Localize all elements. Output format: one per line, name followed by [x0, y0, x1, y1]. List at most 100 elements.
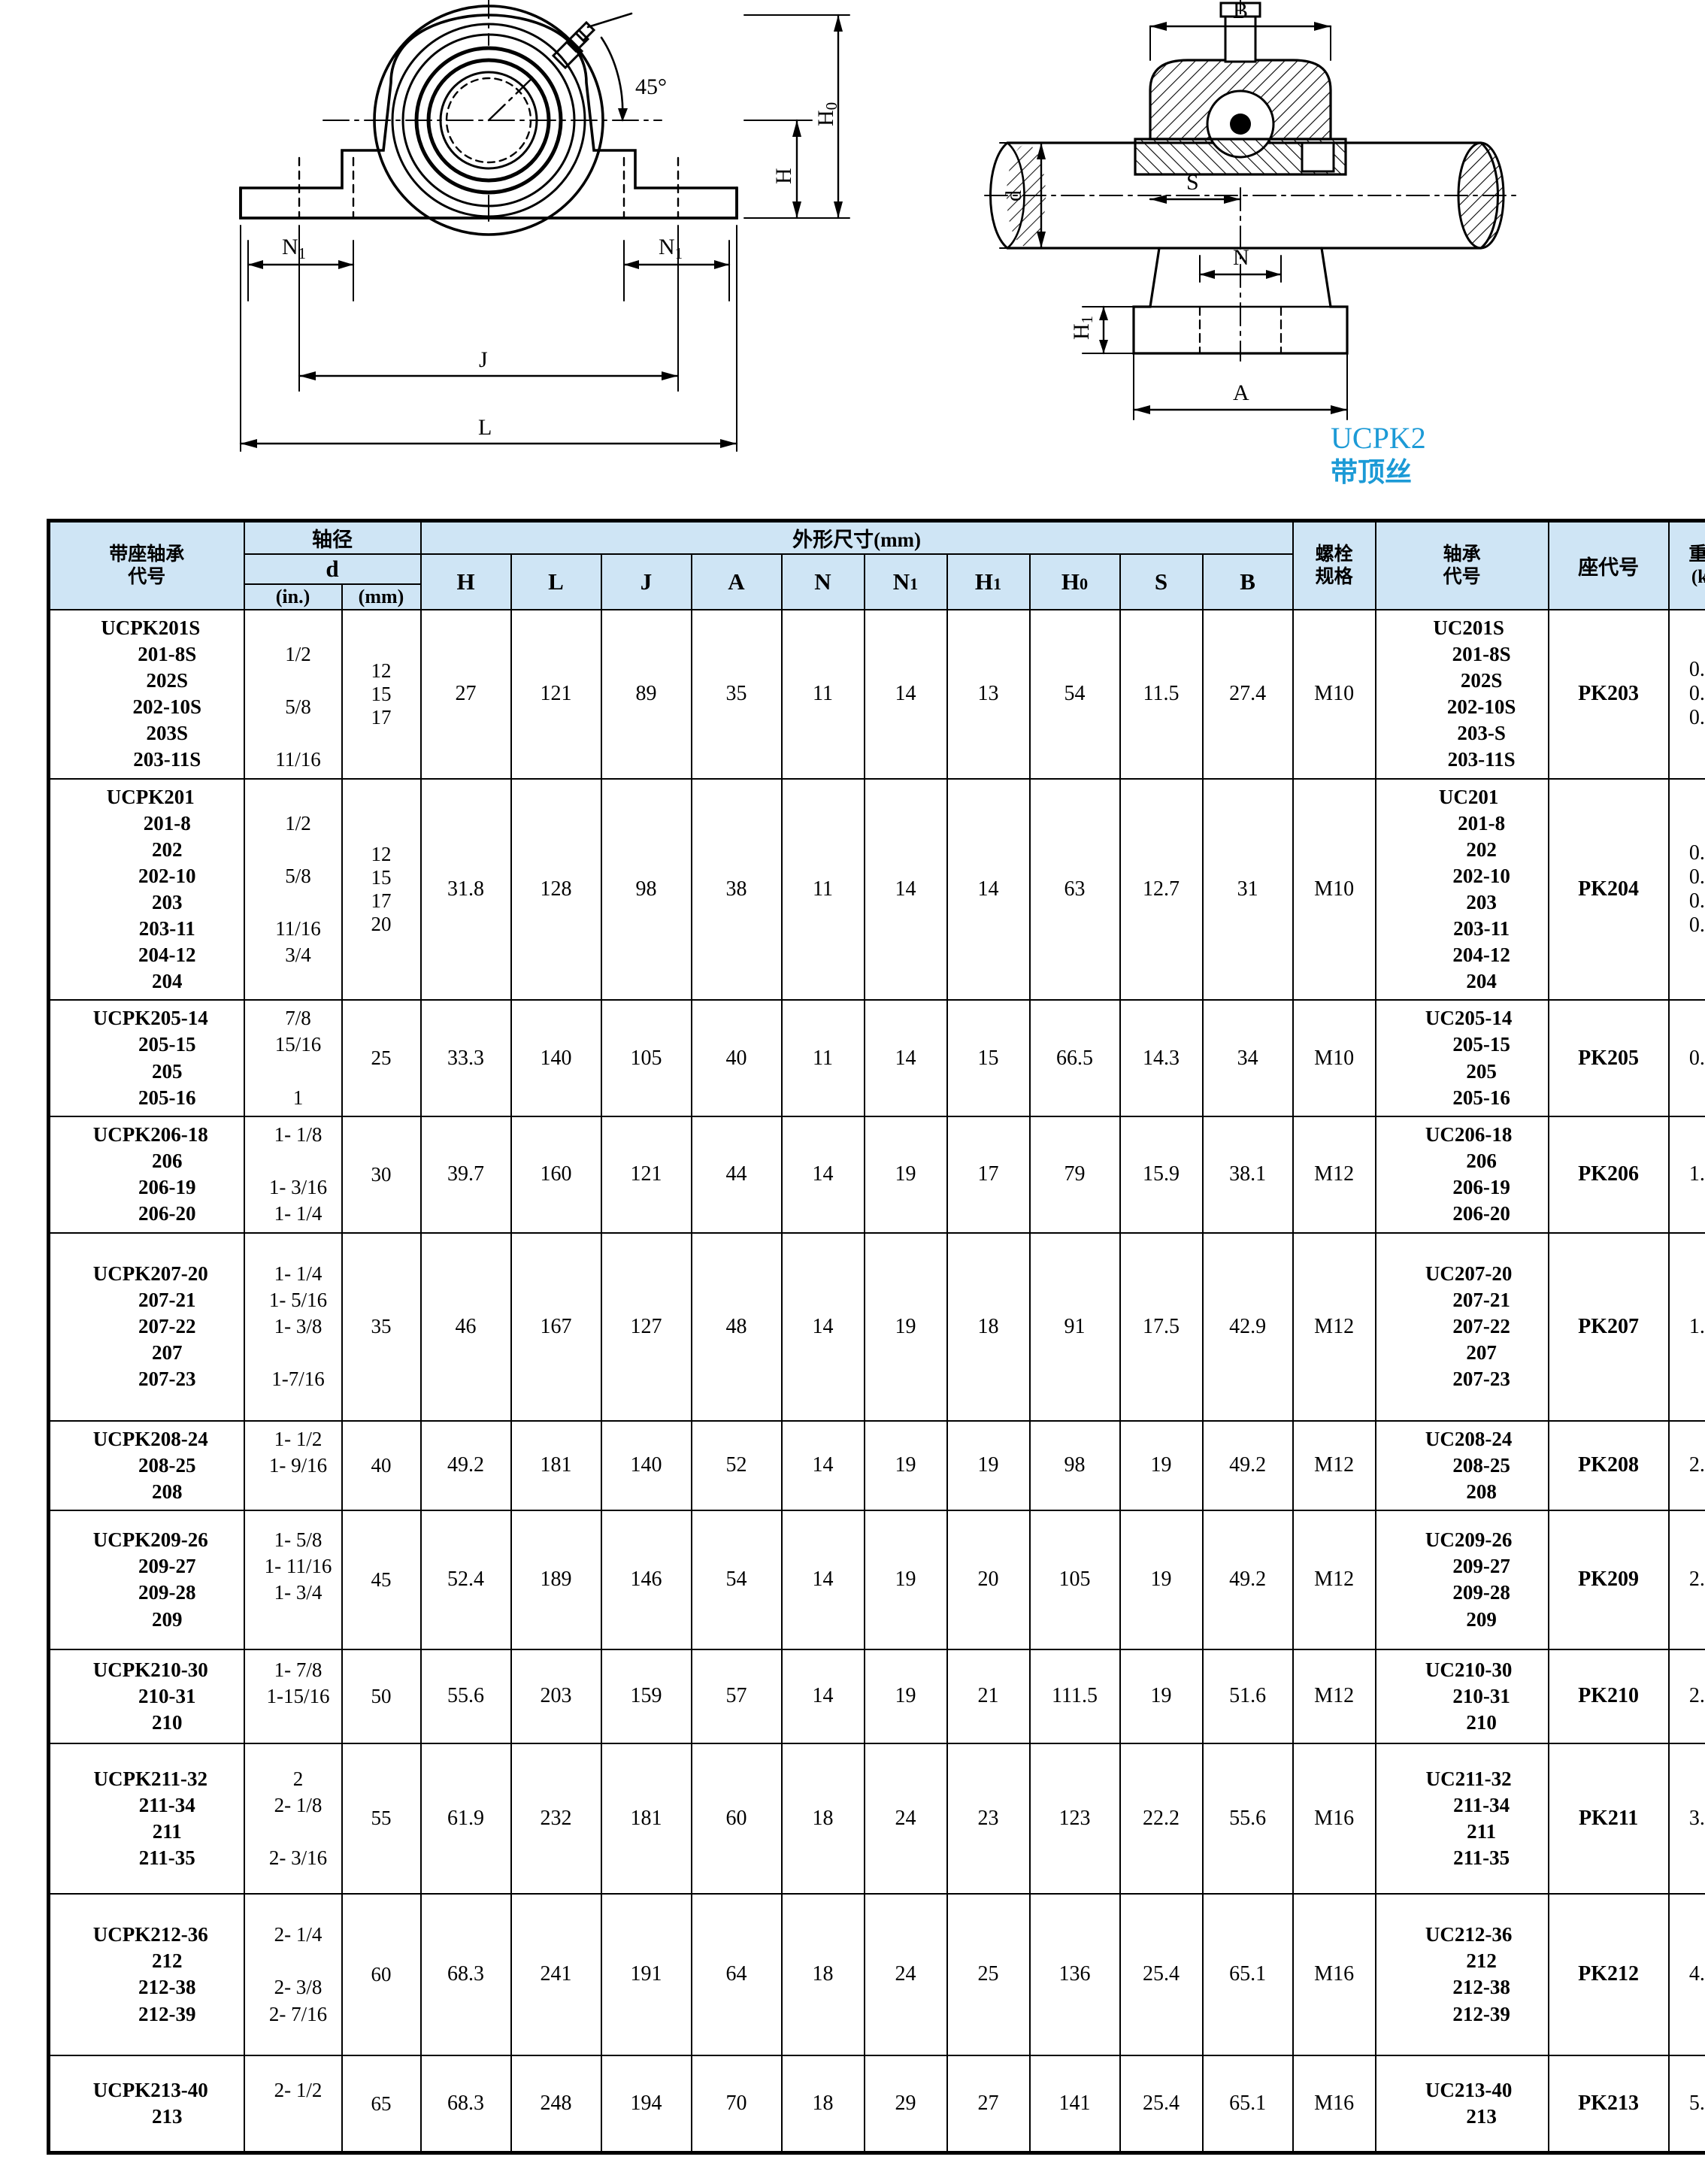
th-A: A	[690, 553, 783, 610]
cell-housing-code: PK209	[1547, 1509, 1670, 1650]
cell-h: 68.3	[419, 1892, 512, 2056]
cell-h0: 79	[1028, 1115, 1121, 1234]
cell-housing-code: PK211	[1547, 1742, 1670, 1895]
table-row: UCPK209-26 209-27 209-28 209 1- 5/8 1- 11/16 1…	[47, 1509, 1705, 1650]
cell-l: 181	[510, 1419, 602, 1511]
cell-housing-code: PK213	[1547, 2054, 1670, 2154]
cell-unit-code: UCPK207-20 207-21 207-22 207 207-23	[47, 1231, 245, 1422]
cell-housing-code: PK210	[1547, 1648, 1670, 1744]
cell-h1: 25	[946, 1892, 1031, 2056]
cell-bolt-spec: M16	[1292, 1892, 1376, 2056]
cell-housing-code: PK203	[1547, 609, 1670, 780]
label-45deg: 45°	[635, 74, 667, 99]
cell-n: 11	[780, 609, 865, 780]
cell-n: 14	[780, 1509, 865, 1650]
cell-j: 140	[600, 1419, 692, 1511]
cell-bearing-code: UC201 201-8 202 202-10 203 203-11 204-12 204	[1374, 777, 1549, 1001]
cell-bore-inch: 7/8 15/16 1	[243, 999, 343, 1117]
cell-weight: 1.74	[1667, 1231, 1705, 1422]
cell-h: 31.8	[419, 777, 512, 1001]
label-j: J	[479, 347, 488, 372]
th-mm: (mm)	[341, 583, 422, 610]
model-tag: UCPK2 带顶丝	[1331, 421, 1426, 490]
table-row: UCPK212-36 212 212-38 212-39 2- 1/4 2- 3/8 2-…	[47, 1892, 1705, 2056]
th-N: N	[780, 553, 865, 610]
cell-n1: 19	[863, 1648, 948, 1744]
cell-l: 140	[510, 999, 602, 1117]
cell-housing-code: PK207	[1547, 1231, 1670, 1422]
cell-j: 89	[600, 609, 692, 780]
cell-bearing-code: UC206-18 206 206-19 206-20	[1374, 1115, 1549, 1234]
cell-unit-code: UCPK208-24 208-25 208	[47, 1419, 245, 1511]
cell-weight: 0.93	[1667, 999, 1705, 1117]
th-N1: N1	[863, 553, 948, 610]
cell-bore-mm: 55	[341, 1742, 422, 1895]
cell-b: 34	[1201, 999, 1294, 1117]
cell-n1: 19	[863, 1115, 948, 1234]
cell-s: 14.3	[1119, 999, 1204, 1117]
cell-j: 159	[600, 1648, 692, 1744]
cell-a: 70	[690, 2054, 783, 2154]
cell-h0: 123	[1028, 1742, 1121, 1895]
label-h1: H1	[1069, 316, 1096, 340]
cell-h1: 20	[946, 1509, 1031, 1650]
th-H0: H0	[1028, 553, 1121, 610]
cell-b: 42.9	[1201, 1231, 1294, 1422]
table-row: UCPK210-30 210-31 210 1- 7/8 1-15/16 50 55.6 2…	[47, 1648, 1705, 1744]
cell-n: 14	[780, 1419, 865, 1511]
cell-s: 19	[1119, 1509, 1204, 1650]
cell-bolt-spec: M12	[1292, 1115, 1376, 1234]
label-d: d	[1001, 190, 1026, 201]
th-shaft-diameter: 轴径	[243, 519, 422, 555]
cell-h: 52.4	[419, 1509, 512, 1650]
th-H: H	[419, 553, 512, 610]
table-row: UCPK206-18 206 206-19 206-20 1- 1/8 1- 3/16 1…	[47, 1115, 1705, 1234]
cell-bolt-spec: M16	[1292, 2054, 1376, 2154]
cell-h: 33.3	[419, 999, 512, 1117]
th-bolt-spec: 螺栓 规格	[1292, 519, 1376, 610]
cell-j: 98	[600, 777, 692, 1001]
cell-bore-inch: 1- 7/8 1-15/16	[243, 1648, 343, 1744]
label-b: B	[1233, 0, 1248, 23]
cell-n: 18	[780, 1892, 865, 2056]
cell-h1: 13	[946, 609, 1031, 780]
cell-h0: 98	[1028, 1419, 1121, 1511]
label-l: L	[478, 415, 492, 440]
cell-h0: 111.5	[1028, 1648, 1121, 1744]
cell-n1: 14	[863, 999, 948, 1117]
table-row: UCPK201S 201-8S 202S 202-10S 203S 203-11S 1/2…	[47, 609, 1705, 780]
cell-unit-code: UCPK201S 201-8S 202S 202-10S 203S 203-11S	[47, 609, 245, 780]
cell-h: 39.7	[419, 1115, 512, 1234]
cell-bearing-code: UC211-32 211-34 211 211-35	[1374, 1742, 1549, 1895]
cell-bolt-spec: M10	[1292, 999, 1376, 1117]
front-view-drawing: N1 N1 45° J L H0 H	[239, 0, 850, 452]
cell-b: 65.1	[1201, 1892, 1294, 2056]
cell-bore-inch: 1- 1/4 1- 5/16 1- 3/8 1-7/16	[243, 1231, 343, 1422]
cell-bearing-code: UC212-36 212 212-38 212-39	[1374, 1892, 1549, 2056]
cell-j: 194	[600, 2054, 692, 2154]
cell-n1: 14	[863, 777, 948, 1001]
cell-b: 51.6	[1201, 1648, 1294, 1744]
cell-n: 11	[780, 777, 865, 1001]
th-bearing-unit-code: 带座轴承 代号	[47, 519, 245, 610]
cell-bolt-spec: M12	[1292, 1648, 1376, 1744]
cell-bore-mm: 65	[341, 2054, 422, 2154]
cell-h0: 66.5	[1028, 999, 1121, 1117]
cell-j: 146	[600, 1509, 692, 1650]
cell-b: 55.6	[1201, 1742, 1294, 1895]
side-view-drawing: B d S N H1 A	[984, 0, 1519, 420]
cell-bore-inch: 1/2 5/8 11/16	[243, 609, 343, 780]
cell-bearing-code: UC205-14 205-15 205 205-16	[1374, 999, 1549, 1117]
cell-weight: 2.21	[1667, 1419, 1705, 1511]
cell-l: 203	[510, 1648, 602, 1744]
th-B: B	[1201, 553, 1294, 610]
th-L: L	[510, 553, 602, 610]
cell-l: 241	[510, 1892, 602, 2056]
spec-table-wrapper: 带座轴承 代号 轴径 外形尺寸(mm) 螺栓 规格 轴承 代号 座代号 重量 (…	[47, 519, 1705, 2155]
th-bearing-code: 轴承 代号	[1374, 519, 1549, 610]
cell-bearing-code: UC207-20 207-21 207-22 207 207-23	[1374, 1231, 1549, 1422]
cell-bearing-code: UC209-26 209-27 209-28 209	[1374, 1509, 1549, 1650]
cell-l: 167	[510, 1231, 602, 1422]
cell-l: 248	[510, 2054, 602, 2154]
th-H1: H1	[946, 553, 1031, 610]
